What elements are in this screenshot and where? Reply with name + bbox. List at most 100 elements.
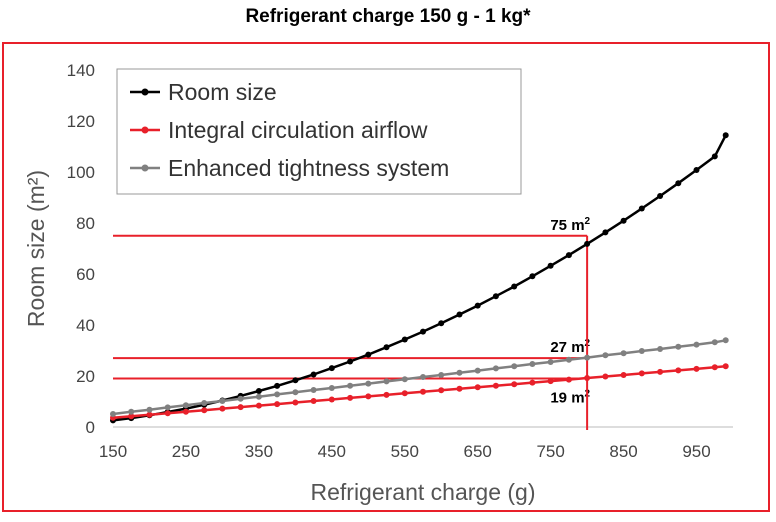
data-point-integral-circulation-airflow [584,375,591,381]
x-tick-label: 350 [245,442,273,461]
y-tick-label: 100 [67,163,95,182]
x-tick-label: 150 [99,442,127,461]
y-tick-label: 80 [76,214,95,233]
data-point-room-size [711,153,718,160]
legend-label: Enhanced tightness system [168,155,449,181]
data-point-enhanced-tightness-system [310,387,317,393]
data-point-integral-circulation-airflow [547,378,554,385]
reference-lines-layer: 75 m2 27 m2 19 m2 [113,216,591,430]
data-point-enhanced-tightness-system [128,408,135,415]
legend-marker [141,126,149,134]
data-point-room-size [722,132,729,139]
chart-title: Refrigerant charge 150 g - 1 kg* [245,6,531,27]
data-point-integral-circulation-airflow [722,363,729,370]
data-point-room-size [602,229,609,236]
data-point-integral-circulation-airflow [420,388,426,395]
data-point-integral-circulation-airflow [711,364,718,371]
data-point-enhanced-tightness-system [182,402,189,409]
data-point-enhanced-tightness-system [711,339,718,346]
data-point-integral-circulation-airflow [128,413,135,420]
x-axis-label: Refrigerant charge (g) [311,479,536,505]
data-point-integral-circulation-airflow [657,368,664,375]
data-point-enhanced-tightness-system [565,356,572,363]
data-point-enhanced-tightness-system [365,380,372,387]
y-axis-label: Room size (m²) [23,170,49,327]
data-point-enhanced-tightness-system [602,352,609,359]
y-tick-label: 40 [76,316,95,335]
legend-marker [141,88,149,96]
data-point-enhanced-tightness-system [438,372,445,378]
data-point-room-size [492,293,499,300]
data-point-enhanced-tightness-system [219,398,226,404]
data-point-integral-circulation-airflow [693,365,700,372]
data-point-room-size [511,283,518,290]
data-point-integral-circulation-airflow [529,379,536,386]
data-point-room-size [292,377,299,384]
legend: Room size Integral circulation airflow Enh… [116,68,522,195]
data-point-integral-circulation-airflow [565,376,572,383]
data-point-enhanced-tightness-system [638,348,645,354]
data-point-integral-circulation-airflow [255,402,262,409]
data-point-integral-circulation-airflow [164,410,171,417]
x-tick-label: 750 [536,442,564,461]
x-tick-label: 250 [172,442,200,461]
y-tick-label: 120 [67,112,95,131]
reference-label: 27 m2 [550,338,590,356]
data-point-integral-circulation-airflow [511,381,518,388]
data-point-integral-circulation-airflow [347,394,354,401]
data-point-integral-circulation-airflow [146,411,153,418]
data-point-enhanced-tightness-system [347,382,354,389]
data-point-room-size [420,328,426,335]
data-point-integral-circulation-airflow [182,408,189,415]
data-point-enhanced-tightness-system [492,365,499,372]
data-point-enhanced-tightness-system [584,354,591,361]
data-point-integral-circulation-airflow [620,372,627,378]
data-point-enhanced-tightness-system [328,385,335,391]
data-point-room-size [347,358,354,365]
data-point-room-size [310,371,317,378]
data-point-enhanced-tightness-system [675,343,682,350]
data-point-enhanced-tightness-system [292,389,299,396]
data-point-room-size [456,311,463,318]
data-point-integral-circulation-airflow [292,399,299,406]
data-point-integral-circulation-airflow [219,405,226,412]
legend-label: Room size [168,79,277,105]
data-point-enhanced-tightness-system [722,337,729,344]
data-point-room-size [547,262,554,269]
data-point-enhanced-tightness-system [146,406,153,413]
data-point-enhanced-tightness-system [237,395,244,402]
axes-layer: 0 20 40 60 80 100 120 140 150 250 350 450 550 650 750 8… [23,61,733,505]
data-point-enhanced-tightness-system [474,367,481,374]
legend-label: Integral circulation airflow [168,117,428,143]
y-tick-label: 60 [76,265,95,284]
data-point-enhanced-tightness-system [456,369,463,376]
reference-label: 75 m2 [550,216,590,234]
data-point-enhanced-tightness-system [274,391,281,398]
data-point-integral-circulation-airflow [474,384,481,391]
data-point-integral-circulation-airflow [274,401,281,408]
data-point-room-size [365,351,372,358]
data-point-enhanced-tightness-system [529,361,536,367]
data-point-enhanced-tightness-system [110,411,116,417]
y-tick-label: 20 [76,367,95,386]
data-point-enhanced-tightness-system [420,374,426,380]
data-point-integral-circulation-airflow [438,387,445,394]
data-point-room-size [529,273,536,280]
data-point-enhanced-tightness-system [255,393,262,400]
x-tick-label: 550 [391,442,419,461]
x-tick-label: 650 [464,442,492,461]
data-point-room-size [438,320,445,327]
data-point-room-size [693,167,700,173]
data-point-enhanced-tightness-system [401,376,408,383]
reference-label: 19 m2 [550,389,590,407]
chart-frame [2,42,770,512]
data-point-integral-circulation-airflow [310,398,317,404]
data-point-room-size [274,382,281,389]
x-tick-label: 450 [318,442,346,461]
data-point-enhanced-tightness-system [620,350,627,357]
data-point-enhanced-tightness-system [201,400,208,406]
data-point-room-size [255,388,262,394]
data-point-enhanced-tightness-system [547,359,554,365]
data-point-integral-circulation-airflow [365,393,372,400]
